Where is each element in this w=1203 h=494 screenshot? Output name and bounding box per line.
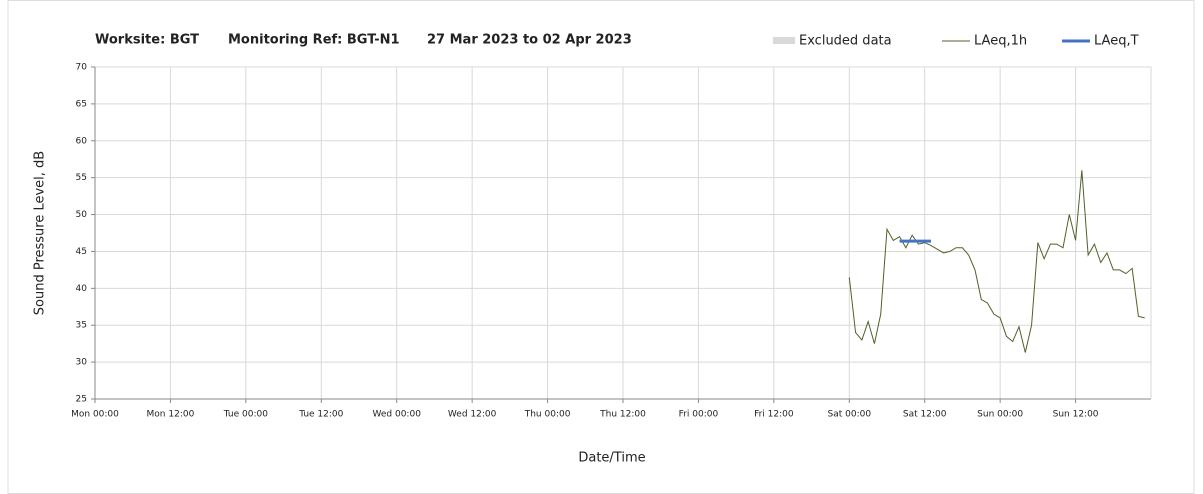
y-tick-label: 40 — [76, 284, 88, 294]
y-tick-label: 25 — [76, 395, 87, 405]
x-tick-label: Wed 00:00 — [373, 410, 422, 420]
y-tick-label: 70 — [76, 63, 88, 73]
frame — [7, 0, 1195, 494]
x-tick-label: Mon 00:00 — [71, 410, 119, 420]
y-axis-label: Sound Pressure Level, dB — [33, 151, 48, 315]
legend-swatch — [773, 37, 795, 44]
x-tick-label: Sat 00:00 — [828, 410, 872, 420]
x-tick-label: Tue 12:00 — [298, 410, 343, 420]
y-tick-label: 30 — [76, 358, 88, 368]
y-tick-label: 60 — [76, 136, 88, 146]
y-tick-label: 50 — [76, 210, 88, 220]
legend-label: Excluded data — [799, 34, 892, 49]
y-tick-label: 35 — [76, 321, 87, 331]
worksite: Worksite: BGT — [95, 33, 199, 48]
x-axis-label: Date/Time — [578, 451, 645, 466]
x-tick-label: Sun 12:00 — [1053, 410, 1099, 420]
x-tick-label: Fri 00:00 — [679, 410, 719, 420]
x-tick-label: Tue 00:00 — [223, 410, 268, 420]
period: 27 Mar 2023 to 02 Apr 2023 — [427, 33, 632, 48]
x-tick-label: Wed 12:00 — [448, 410, 497, 420]
x-tick-label: Thu 00:00 — [524, 410, 571, 420]
y-tick-label: 65 — [76, 99, 87, 109]
x-tick-label: Thu 12:00 — [599, 410, 646, 420]
x-tick-label: Fri 12:00 — [754, 410, 794, 420]
x-tick-label: Sun 00:00 — [977, 410, 1023, 420]
y-tick-label: 55 — [76, 173, 87, 183]
monitoring-ref: Monitoring Ref: BGT-N1 — [228, 33, 400, 48]
x-tick-label: Sat 12:00 — [903, 410, 947, 420]
legend-label: LAeq,1h — [974, 34, 1027, 49]
x-tick-label: Mon 12:00 — [147, 410, 195, 420]
y-tick-label: 45 — [76, 247, 87, 257]
legend-label: LAeq,T — [1094, 34, 1139, 49]
series-line — [848, 170, 1145, 353]
